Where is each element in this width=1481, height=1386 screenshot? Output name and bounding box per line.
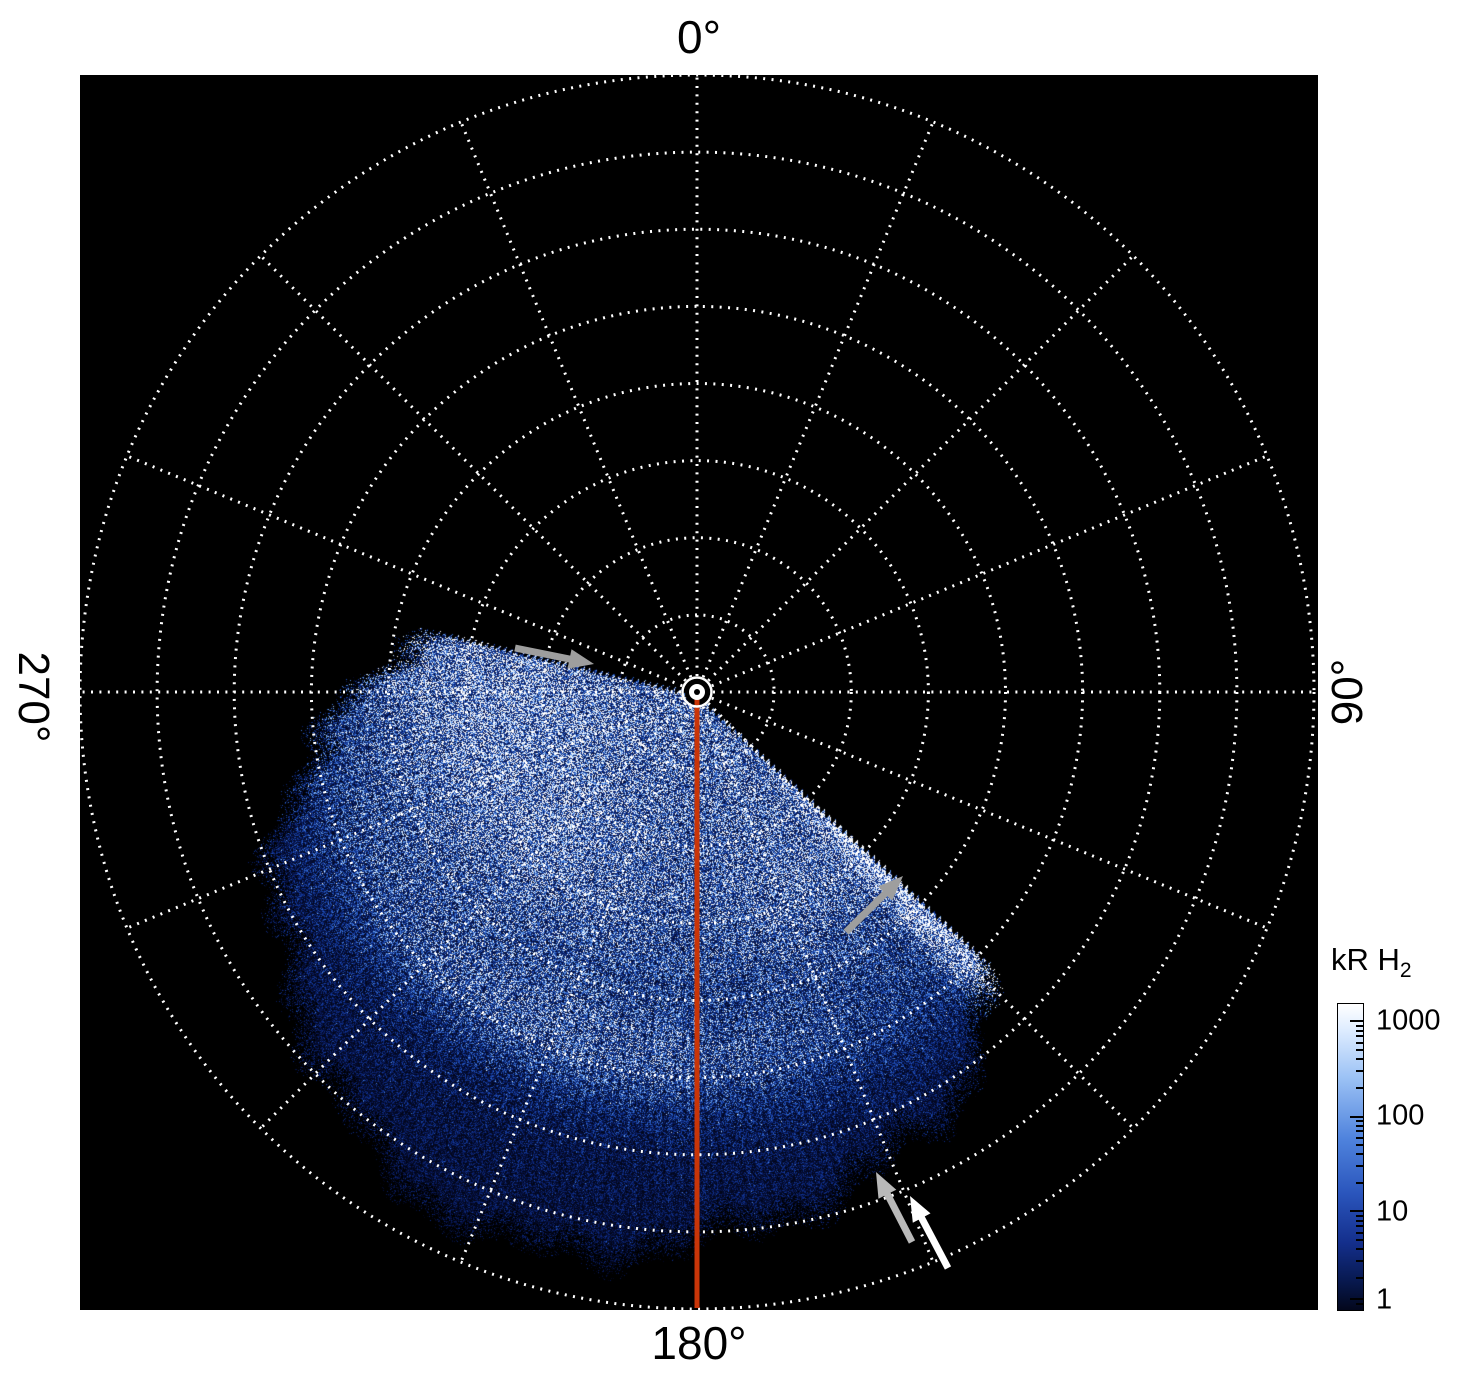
angle-label-180: 180° [651, 1317, 747, 1369]
grid-spoke [707, 702, 1135, 1130]
pole-marker-ring [681, 676, 713, 708]
colorbar-tick-mark [1356, 1239, 1363, 1242]
colorbar-tick-mark [1356, 1182, 1363, 1185]
colorbar-tick-mark [1356, 1130, 1363, 1133]
colorbar-title: kR H2 [1331, 942, 1412, 983]
colorbar-tick-mark [1350, 1020, 1363, 1023]
gray-arrow [883, 1190, 916, 1244]
polar-grid-overlay [80, 75, 1316, 1310]
colorbar-tick-mark [1356, 1029, 1363, 1032]
colorbar-tick-mark [1356, 1058, 1363, 1061]
grid-spoke [126, 696, 683, 930]
colorbar-tick-mark [1356, 1035, 1363, 1038]
grid-spoke [701, 706, 935, 1263]
colorbar-tick-mark [1356, 1049, 1363, 1052]
colorbar-tick-mark [1350, 1115, 1363, 1118]
gray-arrow-head-icon [876, 1172, 897, 1199]
grid-spoke [459, 121, 693, 678]
colorbar-tick-mark [1350, 1210, 1363, 1213]
angle-label-270: 270° [9, 651, 58, 743]
grid-spoke [701, 121, 935, 678]
colorbar-tick-mark [1356, 1248, 1363, 1251]
colorbar-tick-mark [1356, 1214, 1363, 1217]
grid-spoke [459, 706, 693, 1263]
colorbar-tick-mark [1356, 1165, 1363, 1168]
colorbar-title-text: kR H [1331, 942, 1400, 977]
colorbar-tick-mark [1356, 1144, 1363, 1147]
grid-spoke [259, 254, 687, 682]
grid-spoke [711, 454, 1268, 688]
colorbar-tick-mark [1356, 1024, 1363, 1027]
colorbar-tick-mark [1356, 1219, 1363, 1222]
colorbar-gradient [1337, 1003, 1364, 1311]
white-arrow [917, 1214, 952, 1270]
grid-ring [80, 75, 1316, 1310]
grid-ring [387, 382, 1007, 1002]
white-arrow-head-icon [910, 1196, 931, 1223]
colorbar-tick-mark [1356, 1225, 1363, 1228]
colorbar-tick-mark [1356, 1276, 1363, 1279]
colorbar-tick-mark [1356, 1124, 1363, 1127]
colorbar-tick-mark [1356, 1119, 1363, 1122]
colorbar-tick-mark [1356, 1136, 1363, 1139]
pole-marker-dot [694, 689, 700, 695]
polar-plot-area [80, 75, 1318, 1310]
colorbar-tick-label: 10 [1376, 1195, 1409, 1228]
colorbar-tick-mark [1356, 1070, 1363, 1073]
grid-ring [618, 613, 776, 771]
grid-ring [155, 150, 1239, 1234]
colorbar-tick-label: 100 [1376, 1099, 1425, 1132]
colorbar-tick-mark [1356, 1260, 1363, 1263]
colorbar-tick-label: 1000 [1376, 1004, 1441, 1037]
grid-ring [464, 459, 930, 925]
gray-arrow-head-icon [878, 876, 903, 901]
angle-label-0: 0° [677, 11, 721, 63]
colorbar-tick-mark [1356, 1231, 1363, 1234]
grid-spoke [259, 702, 687, 1130]
colorbar-tick-mark [1356, 1086, 1363, 1089]
grid-ring [541, 536, 853, 848]
colorbar-tick-mark [1356, 1153, 1363, 1156]
gray-arrow [514, 644, 573, 663]
grid-spoke [711, 696, 1268, 930]
grid-spoke [707, 254, 1135, 682]
angle-label-90: 90° [1323, 658, 1372, 726]
colorbar-tick-label: 1 [1376, 1283, 1393, 1316]
gray-arrow-head-icon [567, 649, 594, 669]
colorbar-tick-mark [1356, 1041, 1363, 1044]
colorbar-title-subscript: 2 [1399, 959, 1412, 983]
colorbar-tick-mark [1350, 1298, 1363, 1301]
gray-arrow [843, 889, 890, 935]
colorbar-tick-mark [1356, 1302, 1363, 1305]
grid-spoke [126, 454, 683, 688]
